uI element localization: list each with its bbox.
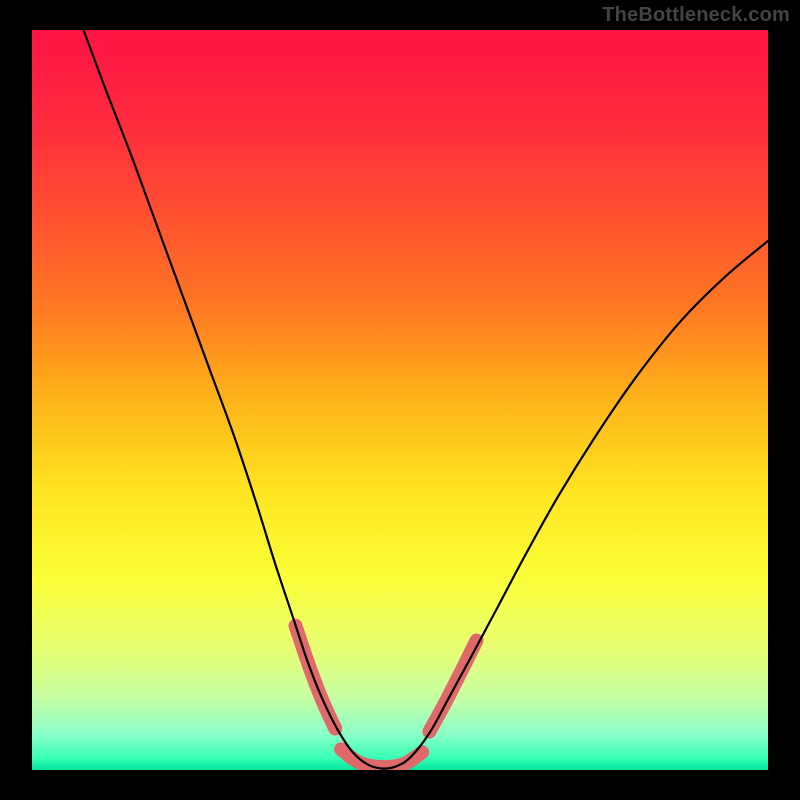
bottleneck-chart: TheBottleneck.com [0, 0, 800, 800]
gradient-background [32, 30, 768, 770]
plot-svg [32, 30, 768, 770]
attribution-text: TheBottleneck.com [602, 4, 790, 27]
plot-area [32, 30, 768, 770]
